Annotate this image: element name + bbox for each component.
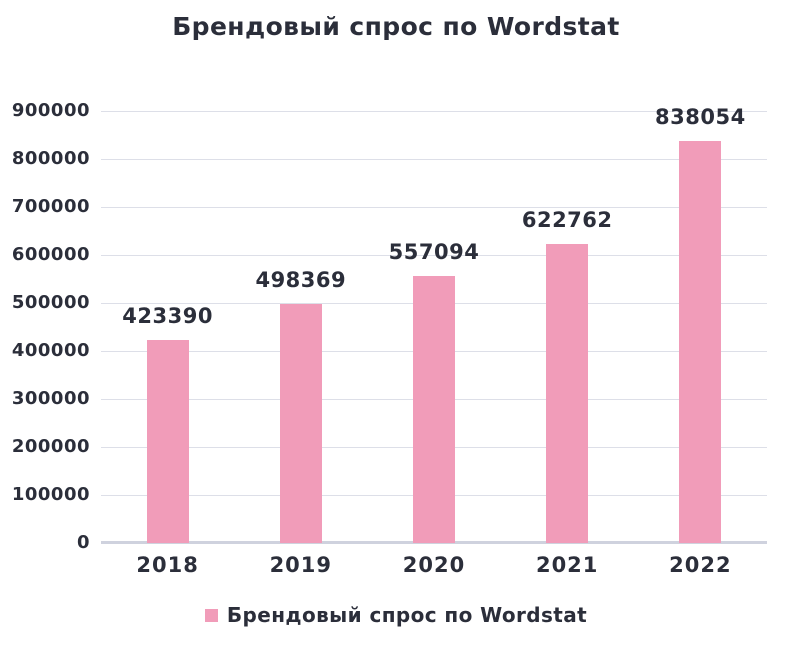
gridline (101, 206, 767, 208)
y-axis-tick-label: 400000 (11, 340, 90, 361)
legend-swatch-icon (204, 608, 218, 622)
x-axis-label-2021: 2021 (535, 553, 599, 577)
y-axis-tick-label: 800000 (11, 148, 90, 169)
chart-title: Брендовый спрос по Wordstat (172, 12, 620, 41)
bar-2022 (679, 140, 722, 543)
legend-label: Брендовый спрос по Wordstat (226, 603, 588, 627)
x-axis-label-2018: 2018 (136, 553, 199, 577)
gridline (101, 158, 767, 160)
y-axis-tick-label: 100000 (11, 484, 90, 505)
y-axis-tick-label: 500000 (11, 292, 90, 313)
x-axis-label-2019: 2019 (269, 553, 333, 577)
y-axis-tick-label: 300000 (11, 388, 90, 409)
bar-value-label-2019: 498369 (255, 267, 347, 292)
bar-2018 (146, 339, 189, 543)
y-axis: 0 100000 200000 300000 400000 500000 600000 700… (0, 0, 90, 650)
x-axis: 2018 2019 2020 2021 2022 (101, 553, 767, 583)
gridline (101, 254, 767, 256)
y-axis-tick-label: 0 (76, 532, 90, 553)
bar-2021 (546, 244, 589, 543)
bar-value-label-2018: 423390 (122, 303, 213, 328)
plot-area: 423390 498369 557094 622762 838054 (101, 105, 767, 544)
x-axis-label-2022: 2022 (669, 553, 732, 577)
legend: Брендовый спрос по Wordstat (0, 603, 792, 627)
y-axis-tick-label: 700000 (11, 196, 90, 217)
bar-2020 (413, 275, 455, 543)
bar-2019 (279, 303, 322, 543)
y-axis-tick-label: 200000 (11, 436, 90, 457)
bar-value-label-2021: 622762 (521, 208, 613, 233)
gridline (101, 110, 767, 112)
y-axis-tick-label: 900000 (11, 100, 90, 121)
bar-value-label-2022: 838054 (655, 104, 746, 129)
y-axis-tick-label: 600000 (11, 244, 90, 265)
bar-value-label-2020: 557094 (388, 239, 480, 264)
x-axis-label-2020: 2020 (402, 553, 466, 577)
